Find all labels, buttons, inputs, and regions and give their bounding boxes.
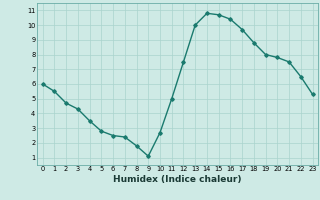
X-axis label: Humidex (Indice chaleur): Humidex (Indice chaleur): [113, 175, 242, 184]
